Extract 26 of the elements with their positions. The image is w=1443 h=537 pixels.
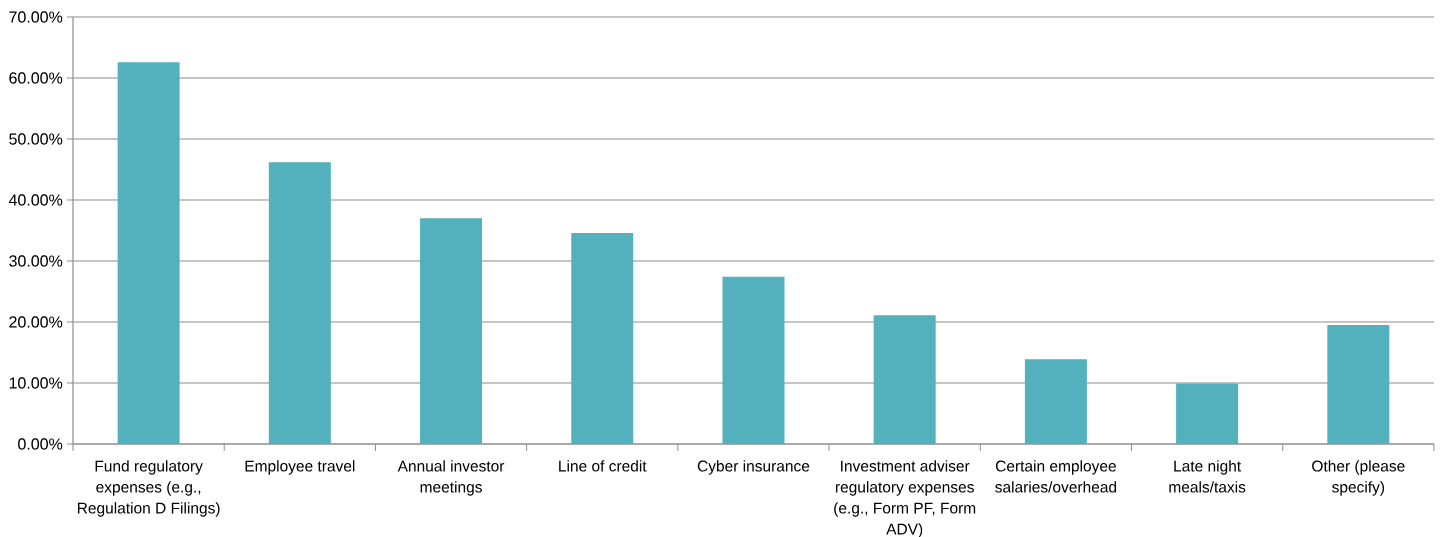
bar	[1327, 325, 1390, 444]
y-tick-label: 50.00%	[9, 133, 63, 145]
x-tick-label: Employee travel	[245, 460, 355, 475]
x-tick-label: Annual investor meetings	[397, 460, 505, 496]
x-tick-label: Fund regulatory expenses (e.g., Regulation D Filings)	[77, 460, 220, 517]
bar	[873, 315, 936, 444]
y-tick-label: 70.00%	[9, 11, 63, 23]
bar	[722, 276, 785, 444]
y-tick-label: 60.00%	[9, 72, 63, 84]
bar	[117, 62, 180, 444]
x-tick-label: Other (please specify)	[1312, 460, 1405, 496]
bar	[420, 218, 483, 444]
x-tick-label: Investment adviser regulatory expenses (e.g., Form PF, Form ADV)	[834, 460, 976, 537]
bar	[1024, 359, 1087, 444]
y-tick-label: 30.00%	[9, 255, 63, 267]
y-tick-label: 0.00%	[18, 438, 63, 450]
bar	[1176, 383, 1239, 444]
y-tick-label: 40.00%	[8, 194, 63, 206]
bar	[571, 232, 634, 444]
y-tick-label: 10.00%	[9, 377, 63, 389]
x-tick-label: Line of credit	[559, 460, 647, 472]
x-tick-label: Cyber insurance	[697, 460, 810, 475]
bar	[268, 162, 331, 444]
y-tick-label: 20.00%	[9, 316, 63, 328]
x-tick-label: Certain employee salaries/overhead	[995, 460, 1117, 493]
x-tick-label: Late night meals/taxis	[1169, 460, 1246, 493]
